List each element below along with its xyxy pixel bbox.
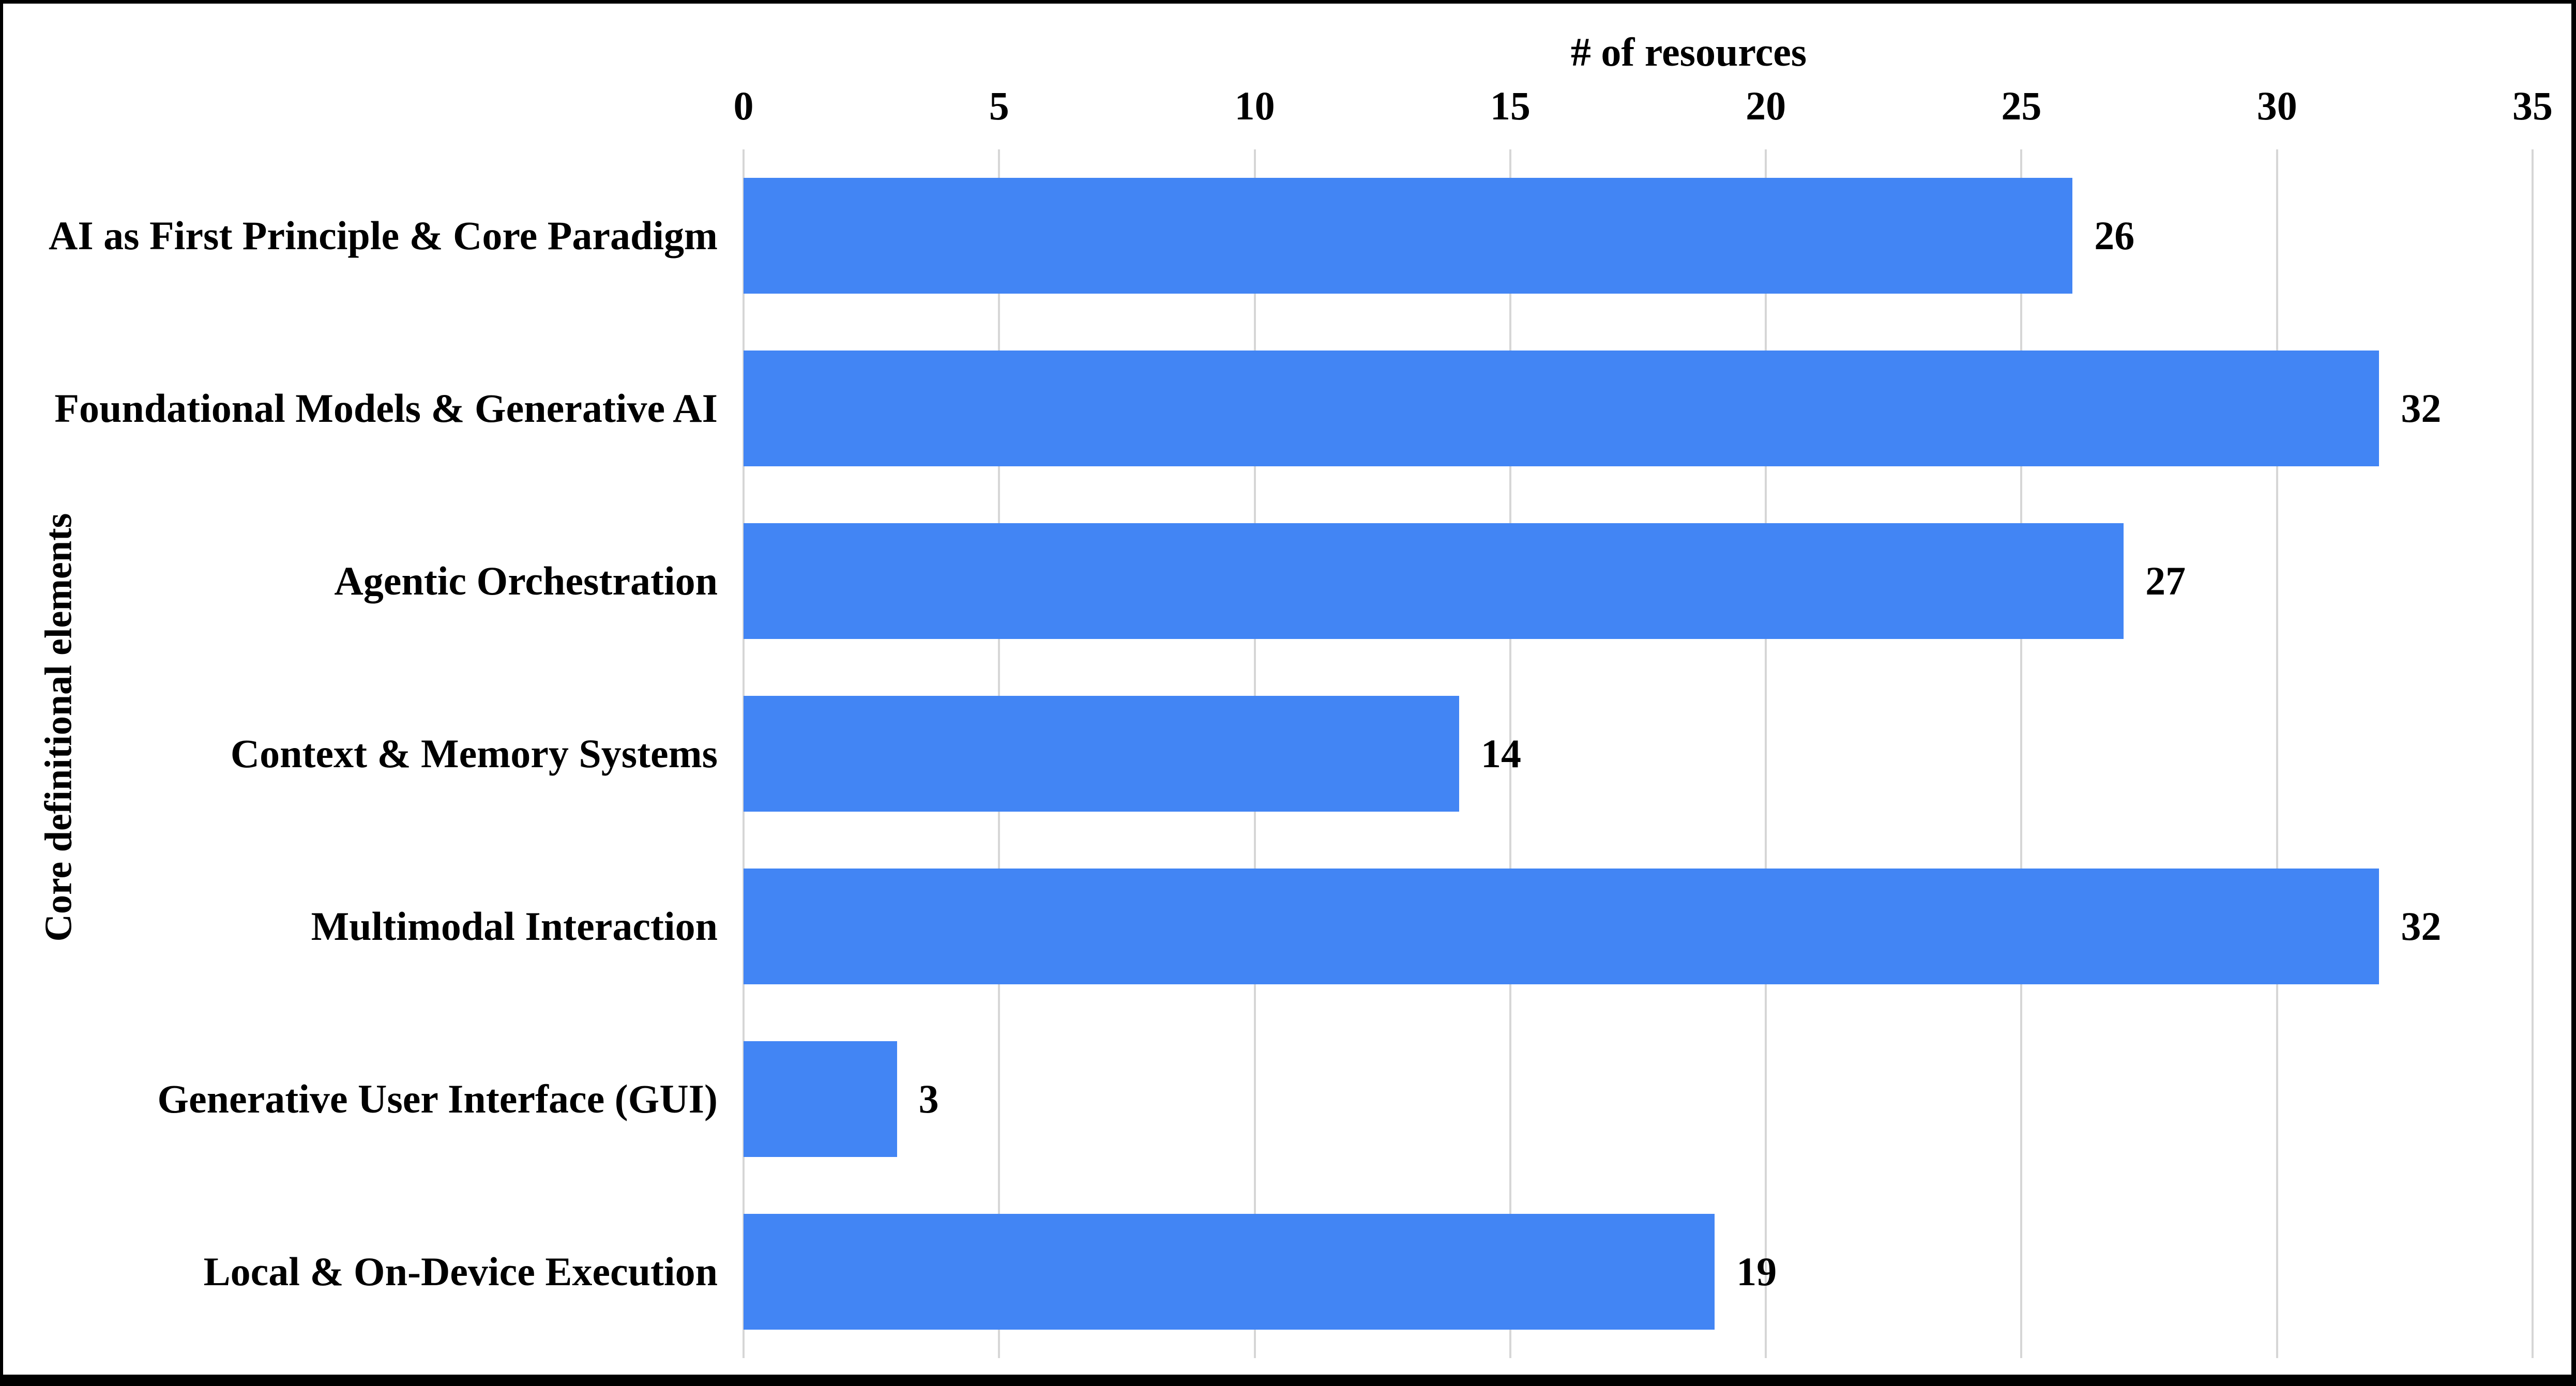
bar-value-label: 32: [2401, 904, 2442, 949]
bar: [744, 1041, 897, 1157]
bar: [744, 696, 1459, 812]
gridline-30: [2276, 149, 2278, 1358]
bar: [744, 178, 2073, 294]
bar: [744, 523, 2124, 639]
category-label: Agentic Orchestration: [334, 558, 718, 603]
category-label: AI as First Principle & Core Paradigm: [48, 213, 718, 258]
gridline-35: [2532, 149, 2534, 1358]
category-label: Generative User Interface (GUI): [157, 1076, 718, 1121]
bar-value-label: 26: [2094, 213, 2135, 258]
bar-value-label: 19: [1736, 1249, 1777, 1294]
gridline-25: [2020, 149, 2023, 1358]
gridline-15: [1509, 149, 1511, 1358]
x-tick-label-20: 20: [1746, 83, 1786, 128]
x-tick-label-25: 25: [2001, 83, 2042, 128]
x-tick-label-10: 10: [1234, 83, 1275, 128]
bar-value-label: 32: [2401, 386, 2442, 431]
bar: [744, 351, 2380, 466]
bar-value-label: 14: [1481, 731, 1521, 776]
category-label: Context & Memory Systems: [230, 731, 718, 776]
bar: [744, 1214, 1715, 1330]
x-tick-label-35: 35: [2512, 83, 2553, 128]
x-tick-label-30: 30: [2256, 83, 2297, 128]
category-label: Foundational Models & Generative AI: [54, 386, 718, 431]
category-label: Multimodal Interaction: [311, 904, 718, 949]
x-tick-label-5: 5: [989, 83, 1009, 128]
gridline-20: [1765, 149, 1767, 1358]
x-tick-label-15: 15: [1490, 83, 1531, 128]
bar: [744, 869, 2380, 984]
bar-value-label: 27: [2145, 558, 2186, 603]
x-axis-title: # of resources: [1570, 29, 1807, 74]
category-label: Local & On-Device Execution: [203, 1249, 718, 1294]
bar-value-label: 3: [918, 1076, 939, 1121]
x-tick-label-0: 0: [733, 83, 754, 128]
